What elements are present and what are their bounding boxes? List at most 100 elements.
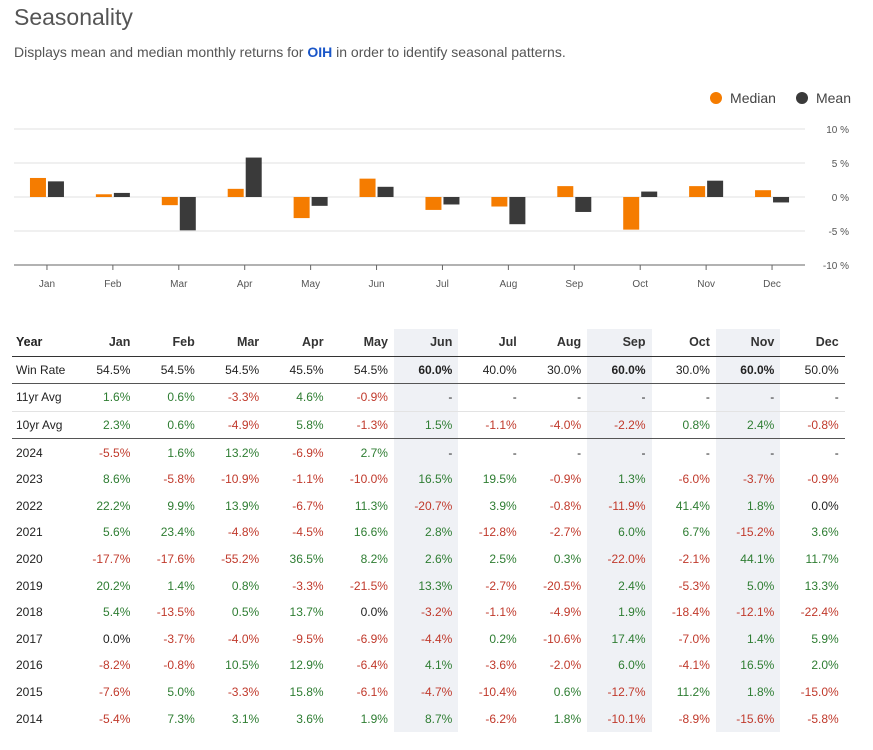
y-tick-label: 10 % [826, 125, 849, 136]
cell-sep: 2.4% [587, 572, 652, 599]
cell-may: 16.6% [353, 525, 388, 540]
cell-may: 1.9% [360, 711, 388, 726]
median-bar-may [293, 197, 310, 219]
cell-nov: -12.1% [715, 598, 781, 626]
col-header-may[interactable]: May [329, 329, 394, 357]
median-bar-aug [491, 197, 508, 207]
cell-dec: 50.0% [780, 356, 845, 385]
cell-feb: -3.7% [163, 631, 195, 646]
cell-mar: 0.8% [231, 578, 260, 593]
row-label: 2020 [16, 552, 43, 567]
page-subtitle: Displays mean and median monthly returns… [14, 44, 566, 60]
cell-apr: -9.5% [292, 631, 324, 646]
cell-jul: 40.0% [458, 356, 523, 385]
legend-item-mean[interactable]: Mean [795, 90, 851, 106]
x-tick-label: May [301, 279, 320, 290]
year-row-2016: 2016 -8.2% -0.8% 10.5% 12.9% -6.4% 4.1% -3.6% -2… [12, 652, 845, 679]
cell-jul: 0.2% [489, 631, 517, 646]
chart-legend: Median Mean [710, 90, 851, 106]
cell-jan: 5.4% [103, 605, 131, 620]
cell-may: -21.5% [349, 578, 388, 593]
x-tick-label: Apr [237, 279, 253, 290]
cell-sep: 1.3% [587, 465, 652, 493]
cell-jul: -1.1% [485, 605, 517, 620]
cell-jul: - [458, 383, 523, 412]
mean-swatch [795, 92, 808, 104]
col-header-dec[interactable]: Dec [780, 329, 845, 357]
col-header-aug[interactable]: Aug [522, 329, 588, 357]
year-row-2020: 2020 -17.7% -17.6% -55.2% 36.5% 8.2% 2.6% 2.5% 0… [12, 545, 845, 573]
row-label: 2014 [16, 711, 43, 726]
cell-apr: 36.5% [289, 552, 324, 567]
col-header-apr[interactable]: Apr [265, 329, 330, 357]
mean-bar-may [311, 197, 328, 206]
cell-jan: 1.6% [72, 383, 137, 412]
cell-may: -6.9% [356, 631, 388, 646]
row-label: 2021 [16, 525, 43, 540]
cell-feb: -0.8% [163, 658, 195, 673]
cell-sep: -22.0% [587, 545, 652, 573]
cell-jun: - [393, 438, 459, 466]
cell-jul: -2.7% [485, 578, 517, 593]
y-tick-label: -5 % [828, 227, 849, 238]
col-header-jul[interactable]: Jul [458, 329, 523, 357]
cell-jun: -3.2% [393, 598, 459, 626]
x-tick-label: Mar [170, 279, 188, 290]
col-header-sep[interactable]: Sep [587, 329, 652, 357]
median-bar-oct [623, 197, 640, 230]
seasonality-bar-chart: 10 % 5 % 0 % -5 % -10 % Jan Feb Mar Apr May Jun Jul… [14, 125, 849, 290]
summary-row: 11yr Avg 1.6% 0.6% -3.3% 4.6% -0.9% - - - - - - - [12, 383, 845, 412]
page-title: Seasonality [14, 4, 133, 30]
cell-may: 11.3% [354, 498, 388, 513]
cell-aug: 0.3% [553, 552, 582, 567]
cell-apr: -1.1% [292, 472, 324, 487]
cell-sep: -11.9% [587, 492, 652, 520]
cell-feb: 54.5% [136, 356, 201, 385]
col-header-feb[interactable]: Feb [136, 329, 201, 357]
cell-feb: 1.6% [167, 445, 195, 460]
row-label: 2023 [16, 472, 43, 487]
ticker-link[interactable]: OIH [307, 44, 333, 60]
cell-nov: -3.7% [715, 465, 781, 493]
cell-jun: -4.4% [393, 625, 459, 653]
cell-aug: -10.6% [543, 631, 582, 646]
col-header-mar[interactable]: Mar [200, 329, 266, 357]
cell-mar: 13.2% [225, 445, 260, 460]
col-header-jan[interactable]: Jan [72, 329, 137, 357]
col-header-jun[interactable]: Jun [393, 329, 459, 357]
cell-aug: 1.8% [553, 711, 582, 726]
cell-apr: 5.8% [265, 411, 330, 440]
mean-bar-sep [575, 197, 592, 212]
cell-jan: 54.5% [72, 356, 137, 385]
median-bar-mar [161, 197, 178, 206]
cell-dec: 2.0% [811, 658, 839, 673]
cell-oct: 0.8% [651, 411, 716, 440]
cell-mar: -4.0% [227, 631, 260, 646]
cell-nov: 1.4% [715, 625, 781, 653]
col-header-oct[interactable]: Oct [651, 329, 716, 357]
col-header-year[interactable]: Year [12, 329, 72, 357]
cell-oct: -4.1% [678, 658, 710, 673]
cell-oct: -8.9% [678, 711, 710, 726]
cell-mar: -10.9% [221, 472, 260, 487]
median-swatch [710, 92, 723, 104]
cell-jun: 16.5% [393, 465, 459, 493]
summary-row: Win Rate 54.5% 54.5% 54.5% 45.5% 54.5% 60.0% 40… [12, 356, 845, 385]
cell-may: 8.2% [360, 552, 388, 567]
cell-dec: - [834, 445, 839, 460]
cell-nov: 1.8% [715, 678, 781, 706]
mean-bar-jan [47, 181, 64, 197]
cell-mar: 0.5% [231, 605, 260, 620]
cell-feb: 0.6% [136, 411, 201, 440]
col-header-nov[interactable]: Nov [715, 329, 781, 357]
cell-apr: 13.7% [289, 605, 324, 620]
cell-feb: 5.0% [167, 685, 195, 700]
legend-item-median[interactable]: Median [710, 90, 776, 106]
cell-may: -6.1% [356, 685, 388, 700]
cell-oct: -6.0% [678, 472, 710, 487]
cell-feb: 1.4% [167, 578, 195, 593]
cell-feb: 0.6% [136, 383, 201, 412]
cell-may: -10.0% [349, 472, 388, 487]
cell-apr: 4.6% [265, 383, 330, 412]
cell-jul: -3.6% [485, 658, 517, 673]
